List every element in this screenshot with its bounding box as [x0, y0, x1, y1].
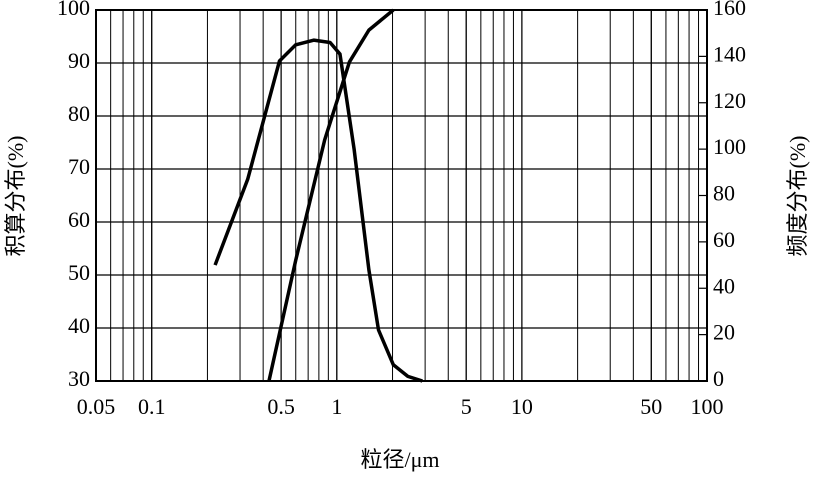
y2-tick-label: 140: [713, 41, 746, 66]
y-tick-label: 50: [68, 260, 90, 285]
y2-axis-label: 频度分布(%): [785, 136, 810, 257]
y2-tick-label: 160: [713, 0, 746, 20]
y2-tick-label: 20: [713, 320, 735, 345]
x-axis-label: 粒径/μm: [360, 447, 439, 472]
x-tick-label: 100: [691, 394, 724, 419]
x-tick-label: 5: [461, 394, 472, 419]
y2-tick-label: 100: [713, 134, 746, 159]
y2-tick-label: 0: [713, 366, 724, 391]
y-tick-label: 100: [57, 0, 90, 20]
y2-tick-label: 80: [713, 181, 735, 206]
y-tick-label: 60: [68, 207, 90, 232]
x-tick-label: 1: [331, 394, 342, 419]
data-line: [267, 8, 395, 382]
x-tick-label: 50: [640, 394, 662, 419]
y2-tick-label: 40: [713, 273, 735, 298]
x-tick-label: 0.05: [77, 394, 116, 419]
plot-frame: [95, 9, 708, 382]
y-tick-label: 90: [68, 48, 90, 73]
y-tick-label: 70: [68, 154, 90, 179]
y2-tick-label: 60: [713, 227, 735, 252]
y-tick-label: 30: [68, 366, 90, 391]
y-tick-label: 40: [68, 313, 90, 338]
x-tick-label: 0.1: [138, 394, 166, 419]
x-tick-label: 10: [511, 394, 533, 419]
data-line: [213, 38, 423, 383]
y-axis-label: 积算分布(%): [3, 136, 28, 257]
x-tick-label: 0.5: [267, 394, 295, 419]
y-tick-label: 80: [68, 101, 90, 126]
y2-tick-label: 120: [713, 88, 746, 113]
